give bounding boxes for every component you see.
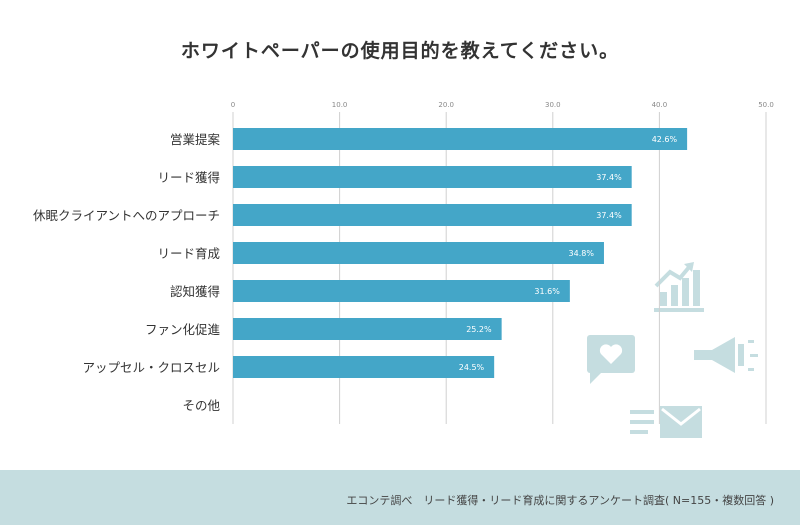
chart-growth-icon [654,262,704,312]
mail-icon [630,406,702,438]
megaphone-icon [694,337,758,373]
bar [233,204,632,226]
heart-chat-icon [587,335,635,384]
bar [233,356,495,378]
data-label: 24.5% [459,363,485,372]
bar [233,242,604,264]
x-tick-label: 20.0 [438,101,454,109]
category-label: リード獲得 [157,170,220,185]
bar-chart: 0 10.0 20.0 30.0 40.0 50.0 営業提案 42.6% リード獲得 37.4… [33,101,774,438]
data-label: 31.6% [534,287,560,296]
data-label: 37.4% [596,211,622,220]
category-label: リード育成 [157,246,220,261]
bar [233,280,570,302]
bar [233,128,688,150]
bar [233,166,632,188]
x-tick-label: 50.0 [758,101,774,109]
data-label: 37.4% [596,173,622,182]
footer: エコンテ調べ リード獲得・リード育成に関するアンケート調査( N=155・複数回… [0,470,800,525]
category-label: 認知獲得 [170,284,220,299]
bar [233,318,502,340]
category-label: 営業提案 [170,132,221,147]
x-tick-label: 40.0 [652,101,668,109]
category-label: ファン化促進 [145,322,221,337]
x-tick-label: 30.0 [545,101,561,109]
chart-title: ホワイトペーパーの使用目的を教えてください。 [180,40,620,62]
category-label: その他 [182,398,220,413]
category-label: アップセル・クロスセル [82,360,220,375]
category-label: 休眠クライアントへのアプローチ [33,208,220,223]
x-tick-label: 0 [231,101,235,109]
data-label: 42.6% [652,135,678,144]
data-label: 25.2% [466,325,492,334]
x-tick-label: 10.0 [332,101,348,109]
source-note: エコンテ調べ リード獲得・リード育成に関するアンケート調査( N=155・複数回… [346,494,774,507]
data-label: 34.8% [569,249,595,258]
